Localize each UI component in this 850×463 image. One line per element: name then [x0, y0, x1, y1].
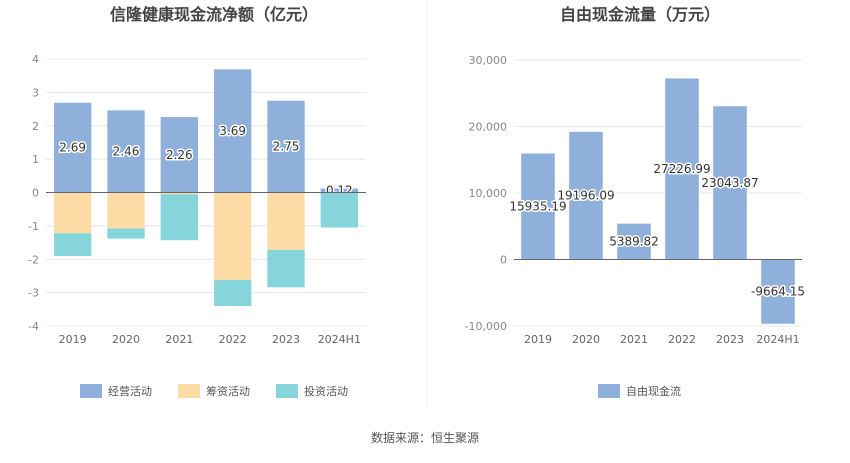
chart1-title: 信隆健康现金流净额（亿元） — [110, 5, 318, 24]
chart1-bar — [320, 188, 358, 193]
chart1-legend-swatch — [80, 384, 102, 398]
chart2-y-tick-label: 0 — [500, 254, 507, 267]
chart1-legend-swatch — [178, 384, 200, 398]
chart1-data-label: 2.75 — [273, 140, 300, 154]
chart2-plot: 30,000 20,000 10,000 0 -10,000 15935.19 2019 19… — [465, 54, 806, 398]
chart1-bar — [320, 192, 358, 228]
chart1-bar — [214, 69, 252, 193]
chart1-y-tick-label: -2 — [28, 253, 39, 266]
chart2-y-tick-label: 10,000 — [469, 187, 508, 200]
chart1-plot: 4 3 2 1 0 -1 -2 -3 -4 2.69 2019 2.46 2020 2.26 2021 3.6… — [28, 53, 366, 398]
chart1-bar — [54, 233, 92, 256]
chart1-bar — [267, 100, 305, 193]
chart1-x-tick-label: 2022 — [219, 333, 247, 346]
chart1-y-tick-label: 0 — [32, 187, 39, 200]
chart1-bar — [267, 192, 305, 250]
chart1-bar — [107, 110, 145, 193]
chart2-data-label: 19196.09 — [557, 189, 614, 203]
chart1-y-tick-label: 3 — [32, 86, 39, 99]
chart2-data-label: 5389.82 — [609, 235, 659, 249]
chart2-x-tick-label: 2023 — [716, 333, 744, 346]
chart1-y-tick-label: -3 — [28, 287, 39, 300]
chart2-data-label: 15935.19 — [509, 200, 566, 214]
chart1-legend-label: 筹资活动 — [206, 384, 250, 398]
chart1-bar — [267, 249, 305, 288]
chart1-bar — [214, 192, 252, 280]
chart2-y-tick-label: 20,000 — [469, 121, 508, 134]
chart1-data-label: 3.69 — [219, 124, 246, 138]
chart1-data-label: 2.46 — [113, 144, 140, 158]
chart2-legend-swatch — [598, 384, 620, 398]
chart1-x-tick-label: 2021 — [165, 333, 193, 346]
chart1-legend-label: 投资活动 — [304, 384, 348, 398]
chart1-x-tick-label: 2020 — [112, 333, 140, 346]
chart2-bar — [665, 78, 699, 260]
chart1-bar — [54, 192, 92, 234]
chart2-bar — [761, 259, 795, 324]
chart2-x-tick-label: 2022 — [668, 333, 696, 346]
chart1-bar — [107, 228, 145, 239]
chart2-data-label: 23043.87 — [701, 176, 758, 190]
chart2-y-tick-label: -10,000 — [465, 320, 507, 333]
chart2-x-tick-label: 2024H1 — [756, 333, 799, 346]
chart2-bar — [521, 153, 555, 260]
chart2-bar — [617, 223, 651, 260]
chart1-bar — [160, 117, 198, 193]
source-footer: 数据来源：恒生聚源 — [371, 430, 479, 445]
chart2-y-tick-label: 30,000 — [469, 54, 508, 67]
chart1-y-tick-label: 1 — [32, 153, 39, 166]
chart1-legend-swatch — [276, 384, 298, 398]
chart2-x-tick-label: 2021 — [620, 333, 648, 346]
chart1-x-tick-label: 2023 — [272, 333, 300, 346]
chart2-legend-label: 自由现金流 — [626, 384, 681, 398]
chart1-bar — [107, 192, 145, 229]
chart1-bar — [160, 194, 198, 241]
chart2-data-label: 27226.99 — [653, 162, 710, 176]
chart1-bar — [160, 192, 198, 195]
chart1-x-tick-label: 2024H1 — [318, 333, 361, 346]
chart1-bar — [54, 102, 92, 193]
chart1-data-label: 2.69 — [59, 141, 86, 155]
chart1-y-tick-label: -1 — [28, 220, 39, 233]
chart1-x-tick-label: 2019 — [59, 333, 87, 346]
chart2-x-tick-label: 2020 — [572, 333, 600, 346]
chart1-y-tick-label: 4 — [32, 53, 39, 66]
chart1-y-tick-label: 2 — [32, 120, 39, 133]
chart2-bar — [569, 131, 603, 260]
chart2-title: 自由现金流量（万元） — [560, 5, 720, 24]
chart2-x-tick-label: 2019 — [524, 333, 552, 346]
chart2-data-label: -9664.15 — [751, 285, 805, 299]
chart1-data-label: 2.26 — [166, 148, 193, 162]
chart2-bar — [713, 106, 747, 260]
chart1-y-tick-label: -4 — [28, 320, 39, 333]
chart1-bar — [214, 279, 252, 306]
chart1-legend-label: 经营活动 — [108, 384, 152, 398]
